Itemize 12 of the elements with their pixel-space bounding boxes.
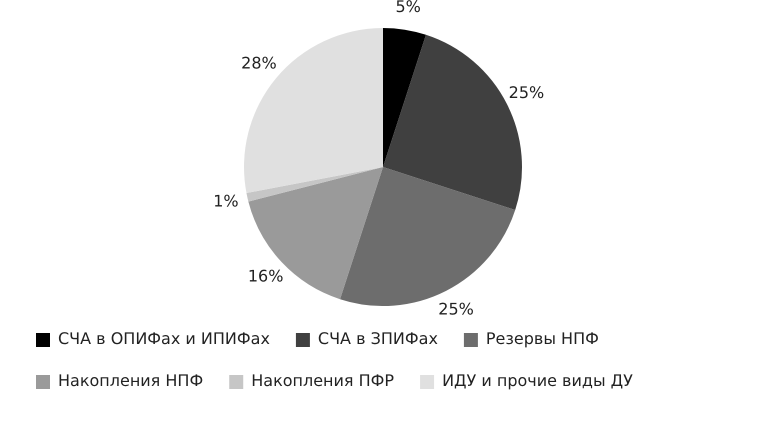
- data-label: 25%: [438, 300, 474, 319]
- data-label: 28%: [241, 54, 277, 73]
- legend-label: Резервы НПФ: [486, 329, 599, 348]
- legend-label: Накопления ПФР: [251, 371, 394, 390]
- legend-label: Накопления НПФ: [58, 371, 204, 390]
- data-label: 5%: [395, 0, 421, 16]
- data-label: 1%: [213, 191, 239, 210]
- legend-label: ИДУ и прочие виды ДУ: [442, 371, 634, 390]
- data-label: 16%: [248, 266, 284, 286]
- data-label: 25%: [508, 83, 544, 102]
- legend-label: СЧА в ОПИФах и ИПИФах: [58, 329, 270, 348]
- legend-label: СЧА в ЗПИФах: [318, 329, 438, 348]
